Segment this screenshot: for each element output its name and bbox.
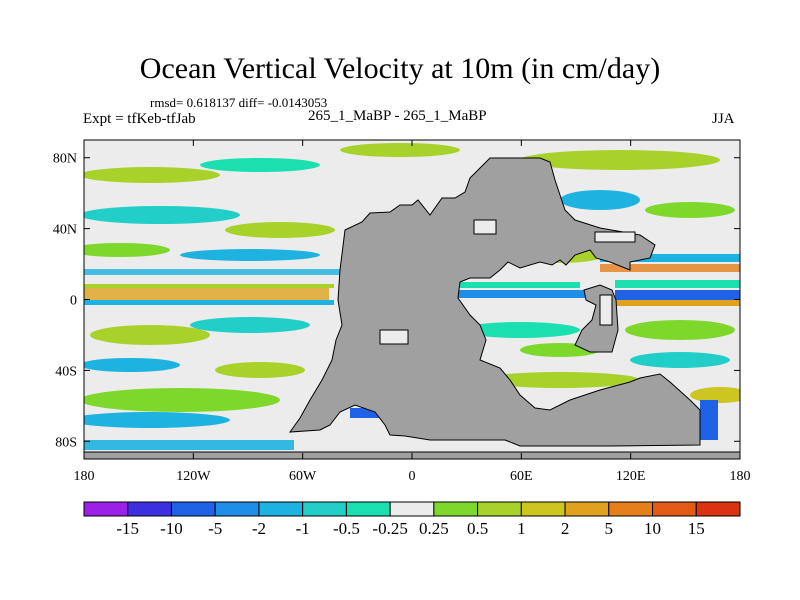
y-tick-label: 40N	[53, 223, 77, 238]
colorbar: -15 -10 -5 -2 -1 -0.5 -0.25 0.25 0.5 1 2 5 10 15	[83, 501, 741, 538]
case-label: 265_1_MaBP - 265_1_MaBP	[308, 108, 487, 124]
experiment-label: Expt = tfKeb-tfJab	[83, 111, 196, 127]
colorbar-swatch	[564, 501, 610, 517]
field-patch	[600, 264, 740, 272]
field-patch	[645, 202, 735, 218]
field-patch	[600, 254, 740, 262]
inland-lake	[599, 294, 613, 326]
colorbar-swatch	[477, 501, 522, 517]
field-patch	[690, 387, 740, 403]
colorbar-swatch	[389, 501, 435, 517]
field-patch	[84, 243, 170, 257]
colorbar-label: 1	[517, 519, 526, 538]
colorbar-swatch	[170, 501, 216, 517]
colorbar-swatch	[345, 501, 391, 517]
y-axis: 80N 40N 0 40S 80S	[53, 152, 740, 450]
field-patch	[615, 290, 740, 300]
field-patch	[84, 300, 334, 305]
colorbar-label: -5	[208, 519, 222, 538]
field-patch	[700, 400, 718, 440]
chart-title: Ocean Vertical Velocity at 10m (in cm/da…	[139, 52, 661, 85]
field-patch	[84, 284, 334, 288]
y-tick-label: 0	[70, 294, 77, 309]
field-patch	[630, 352, 730, 368]
x-tick-label: 60E	[510, 469, 533, 484]
field-patch	[84, 358, 180, 372]
map-plot-area	[84, 140, 740, 459]
x-tick-label: 120W	[176, 469, 211, 484]
field-patch	[615, 280, 740, 288]
season-label: JJA	[712, 111, 735, 127]
inland-water	[379, 219, 636, 345]
field-patch	[480, 372, 640, 388]
field-patch	[460, 322, 580, 338]
field-patch	[455, 282, 580, 288]
field-patch	[90, 325, 210, 345]
colorbar-swatch	[214, 501, 260, 517]
colorbar-swatch	[520, 501, 566, 517]
field-patch	[625, 320, 735, 340]
colorbar-label: -0.25	[372, 519, 407, 538]
velocity-field	[84, 143, 740, 450]
colorbar-swatch	[127, 501, 172, 517]
stats-text: rmsd= 0.618137 diff= -0.0143053	[150, 95, 328, 110]
field-patch	[455, 290, 585, 298]
field-patch	[560, 190, 640, 210]
field-patch	[180, 249, 320, 261]
x-tick-label: 0	[409, 469, 416, 484]
colorbar-swatch	[608, 501, 654, 517]
field-patch	[200, 158, 320, 172]
field-patch	[190, 317, 310, 333]
field-patch	[350, 408, 380, 418]
colorbar-label: 0.5	[467, 519, 488, 538]
y-tick-label: 80S	[55, 435, 77, 450]
colorbar-label: 0.25	[419, 519, 449, 538]
field-patch	[615, 300, 740, 306]
field-patch	[225, 222, 335, 238]
field-patch	[84, 388, 280, 412]
field-patch	[84, 440, 294, 450]
colorbar-swatch	[258, 501, 304, 517]
y-tick-label: 80N	[53, 152, 77, 167]
colorbar-swatch	[652, 501, 697, 517]
colorbar-swatch	[83, 501, 129, 517]
field-patch	[84, 167, 220, 183]
x-axis: 180 120W 60W 0 60E 120E 180	[74, 140, 751, 484]
colorbar-swatch	[302, 501, 347, 517]
colorbar-label: 10	[644, 519, 661, 538]
y-tick-label: 40S	[55, 364, 77, 379]
colorbar-label: -1	[296, 519, 310, 538]
field-patch	[340, 143, 460, 157]
colorbar-swatch	[695, 501, 741, 517]
x-tick-label: 180	[74, 469, 95, 484]
x-tick-label: 120E	[616, 469, 646, 484]
field-patch	[215, 362, 305, 378]
x-tick-label: 60W	[289, 469, 317, 484]
x-tick-label: 180	[730, 469, 751, 484]
colorbar-label: 5	[605, 519, 614, 538]
colorbar-label: 2	[561, 519, 570, 538]
colorbar-label: -0.5	[333, 519, 360, 538]
colorbar-label: -2	[252, 519, 266, 538]
inland-lake	[473, 219, 497, 235]
inland-lake	[594, 231, 636, 243]
field-patch	[520, 150, 720, 170]
colorbar-swatch	[433, 501, 479, 517]
inland-lake	[379, 329, 409, 345]
field-patch	[84, 412, 230, 428]
field-patch	[84, 269, 344, 275]
field-patch	[84, 206, 240, 224]
continent-landmass	[288, 157, 701, 447]
colorbar-label: -15	[116, 519, 139, 538]
colorbar-label: -10	[160, 519, 183, 538]
land-mask	[84, 157, 740, 459]
colorbar-label: 15	[688, 519, 705, 538]
field-patch	[84, 288, 329, 300]
